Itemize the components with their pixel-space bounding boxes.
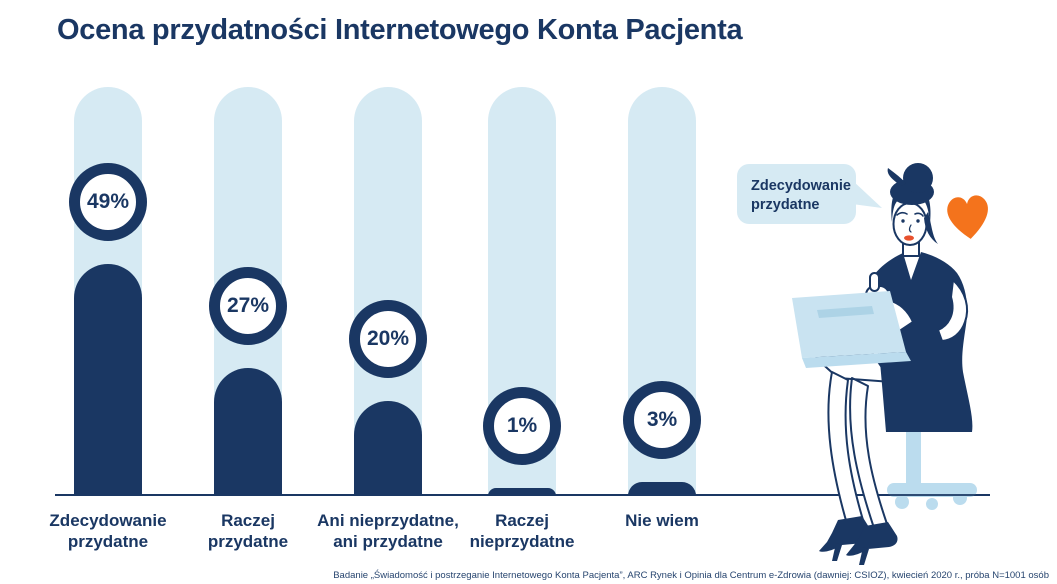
value-badge: 1% (483, 387, 561, 465)
bar-track: 49% Zdecydowanie przydatne (49, 87, 167, 551)
category-label: Nie wiem (625, 511, 699, 530)
bar-fill (214, 368, 282, 496)
category-label: Ani nieprzydatne, ani przydatne (317, 511, 459, 551)
bar-track: 20% Ani nieprzydatne, ani przydatne (317, 87, 459, 551)
bar-fill (74, 264, 142, 496)
bar-track: 1% Raczej nieprzydatne (470, 87, 574, 551)
heart-icon (947, 195, 988, 239)
value-badge: 27% (209, 267, 287, 345)
bar-fill (488, 488, 556, 496)
bar-track: 27% Raczej przydatne (208, 87, 288, 551)
category-label: Raczej nieprzydatne (469, 511, 575, 551)
speech-bubble-icon: Zdecydowanie przydatne (737, 164, 882, 224)
value-badge: 49% (69, 163, 147, 241)
bar-fill (628, 482, 696, 496)
speech-bubble-line1: Zdecydowanie (751, 178, 851, 194)
baseline-axis (55, 494, 990, 496)
laptop-icon (792, 291, 911, 368)
woman-with-laptop-illustration: Zdecydowanie przydatne (737, 163, 990, 565)
bar-fill (354, 401, 422, 496)
category-label: Raczej przydatne (207, 511, 289, 551)
value-badge: 3% (623, 381, 701, 459)
woman-figure (792, 163, 973, 565)
high-heel-shoes (819, 516, 898, 565)
bar-track: 3% Nie wiem (623, 87, 701, 530)
source-footnote: Badanie „Świadomość i postrzeganie Inter… (333, 570, 1049, 581)
category-label: Zdecydowanie przydatne (49, 511, 167, 551)
page-title: Ocena przydatności Internetowego Konta P… (57, 14, 743, 46)
speech-bubble-line2: przydatne (751, 197, 820, 213)
value-badge: 20% (349, 300, 427, 378)
